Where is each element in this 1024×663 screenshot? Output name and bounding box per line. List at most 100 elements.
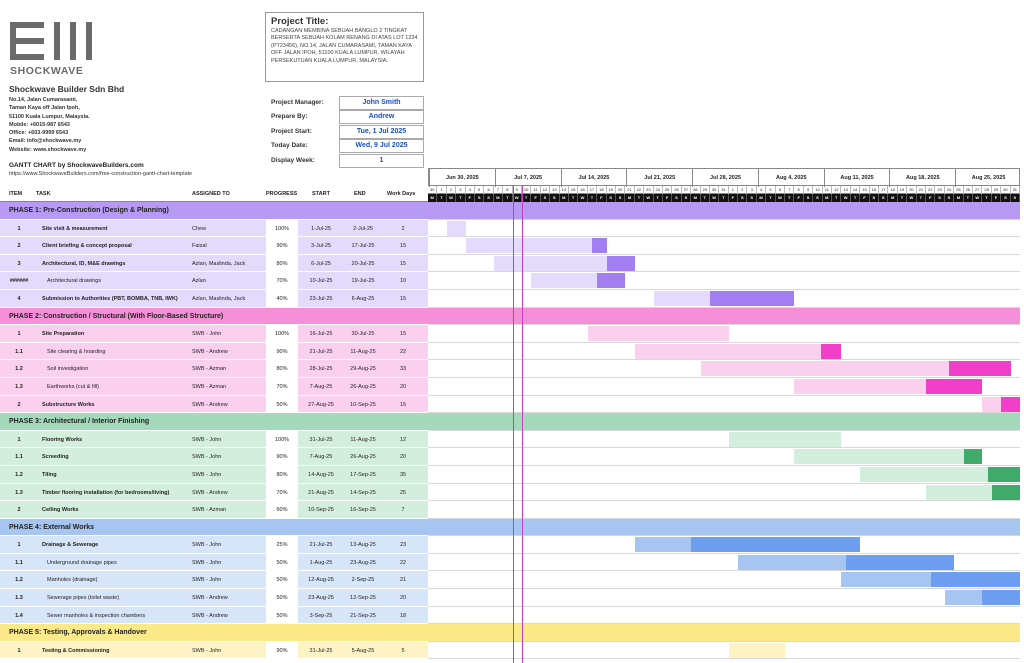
task-progress[interactable]: 100%	[266, 219, 298, 237]
gantt-bar-remaining[interactable]	[592, 238, 607, 254]
table-row[interactable]: 3 Architectural, ID, M&E drawings Azlan, M…	[0, 254, 428, 273]
gantt-bar-remaining[interactable]	[948, 361, 1011, 377]
gantt-bar-remaining[interactable]	[963, 449, 983, 465]
task-progress[interactable]: 70%	[266, 272, 298, 289]
task-assignee: SWB - John	[192, 454, 222, 461]
task-progress[interactable]: 100%	[266, 325, 298, 342]
table-row[interactable]: 2 Client briefing & concept proposal Faiza…	[0, 237, 428, 255]
gantt-bar-remaining[interactable]	[988, 466, 1020, 482]
project-title-box: Project Title: CADANGAN MEMBINA SEBUAH B…	[265, 12, 424, 82]
table-row[interactable]: 4 Submission to Authorities (PBT, BOMBA, …	[0, 289, 428, 308]
task-end: 23-Aug-25	[350, 559, 376, 566]
task-progress[interactable]: 80%	[266, 254, 298, 272]
day-number: 17	[588, 186, 598, 194]
gantt-bar-remaining[interactable]	[982, 590, 1020, 606]
gantt-bar-done[interactable]	[587, 326, 729, 342]
day-letter: S	[1011, 194, 1020, 202]
table-row[interactable]: 1 Site visit & measurement Chew 1-Jul-25 2-J…	[0, 219, 428, 238]
gantt-bar-remaining[interactable]	[930, 572, 1020, 588]
gantt-bar-done[interactable]	[728, 642, 780, 658]
task-progress[interactable]: 100%	[266, 430, 298, 448]
table-row[interactable]: 1.1 Underground drainage pipes SWB - John 1…	[0, 553, 428, 572]
gantt-bar-done[interactable]	[465, 238, 593, 254]
table-row[interactable]: 1.3 Earthworks (cut & fill) SWB - Azman 7-A…	[0, 377, 428, 396]
gantt-bar-done[interactable]	[531, 273, 598, 289]
task-item: 1.3	[15, 489, 23, 496]
today-date-field[interactable]: Wed, 9 Jul 2025	[339, 139, 424, 153]
task-progress[interactable]: 90%	[266, 342, 298, 360]
table-row[interactable]: 1.1 Site clearing & hoarding SWB - Andrew 2…	[0, 342, 428, 361]
gantt-bar-done[interactable]	[728, 431, 842, 447]
project-start-field[interactable]: Tue, 1 Jul 2025	[339, 125, 424, 139]
task-progress[interactable]: 50%	[266, 553, 298, 571]
table-row[interactable]: ###### Architectural drawings Azlan 10-Jul-…	[0, 272, 428, 290]
gantt-bar-done[interactable]	[794, 378, 927, 394]
table-row[interactable]: 1.2 Manholes (drainage) SWB - John 12-Aug-2…	[0, 571, 428, 590]
gantt-bar-done[interactable]	[653, 290, 710, 306]
task-name: Client briefing & concept proposal	[42, 243, 132, 250]
table-row[interactable]: 1.3 Timber flooring installation (for bed…	[0, 483, 428, 502]
gantt-bar-done[interactable]	[860, 466, 989, 482]
gantt-bar-done[interactable]	[794, 449, 964, 465]
project-manager-field[interactable]: John Smith	[339, 96, 424, 110]
project-title[interactable]: CADANGAN MEMBINA SEBUAH BANGLO 2 TINGKAT…	[271, 28, 418, 64]
gantt-bar-remaining[interactable]	[691, 537, 861, 553]
table-row[interactable]: 2 Substructure Works SWB - Andrew 27-Aug-25…	[0, 395, 428, 414]
gantt-bar-done[interactable]	[926, 484, 992, 500]
table-row[interactable]: 1.2 Soil investigation SWB - Azman 28-Jul-2…	[0, 360, 428, 378]
task-start: 14-Aug-25	[308, 471, 334, 478]
task-progress[interactable]: 90%	[266, 237, 298, 254]
prepare-by-field[interactable]: Andrew	[339, 110, 424, 124]
gantt-bar-done[interactable]	[634, 537, 692, 553]
table-row[interactable]: 1.2 Tiling SWB - John 14-Aug-25 17-Sep-25 35 8…	[0, 465, 428, 484]
gantt-bar-done[interactable]	[493, 255, 607, 271]
task-progress[interactable]: 70%	[266, 377, 298, 395]
task-progress[interactable]: 50%	[266, 589, 298, 606]
task-item: 1.3	[15, 383, 23, 390]
table-row[interactable]: 1.1 Screeding SWB - John 7-Aug-25 26-Aug-25 2…	[0, 448, 428, 466]
table-row[interactable]: 1 Flooring Works SWB - John 31-Jul-25 11-Aug…	[0, 430, 428, 449]
gantt-bar-remaining[interactable]	[779, 642, 786, 658]
gantt-bar-done[interactable]	[738, 554, 847, 570]
table-row[interactable]: 1 Drainage & Sewerage SWB - John 21-Jul-25 1…	[0, 536, 428, 554]
gantt-url[interactable]: https://www.ShockwaveBuilders.com/free-c…	[9, 171, 193, 177]
gantt-bar-remaining[interactable]	[709, 290, 795, 306]
gantt-bar-done[interactable]	[944, 590, 983, 606]
task-progress[interactable]: 60%	[266, 501, 298, 518]
gantt-bar-remaining[interactable]	[991, 484, 1020, 500]
gantt-bar-remaining[interactable]	[846, 554, 955, 570]
task-progress[interactable]: 90%	[266, 641, 298, 659]
table-row[interactable]: 1 Testing & Commissioning SWB - John 31-Jul…	[0, 641, 428, 660]
task-progress[interactable]: 50%	[266, 606, 298, 624]
day-number: 6	[484, 186, 494, 194]
table-row[interactable]: 1.4 Sewer manholes & inspection chambers S…	[0, 606, 428, 625]
gantt-bar-done[interactable]	[982, 396, 1002, 412]
table-row[interactable]: 1 Site Preparation SWB - John 16-Jul-25 30-J…	[0, 325, 428, 343]
task-name: Sewer manholes & inspection chambers	[47, 612, 146, 619]
table-row[interactable]: 1.3 Sewerage pipes (toilet waste) SWB - An…	[0, 589, 428, 607]
display-week-field[interactable]: 1	[339, 154, 424, 168]
gantt-bar-done[interactable]	[446, 220, 466, 236]
task-end: 11-Aug-25	[350, 348, 376, 355]
day-letter: W	[907, 194, 917, 202]
task-progress[interactable]: 80%	[266, 465, 298, 483]
task-progress[interactable]: 40%	[266, 289, 298, 307]
task-progress[interactable]: 25%	[266, 536, 298, 553]
prepare-by-row: Prepare By: Andrew	[271, 110, 424, 124]
task-progress[interactable]: 50%	[266, 395, 298, 413]
gantt-bar-remaining[interactable]	[597, 273, 626, 289]
task-progress[interactable]: 80%	[266, 360, 298, 377]
gantt-bar-remaining[interactable]	[820, 343, 842, 359]
gantt-bar-remaining[interactable]	[926, 378, 983, 394]
task-progress[interactable]: 90%	[266, 448, 298, 465]
gantt-bar-remaining[interactable]	[1001, 396, 1020, 412]
gantt-bar-done[interactable]	[841, 572, 931, 588]
week-label: Jul 21, 2025	[626, 169, 692, 187]
task-progress[interactable]: 70%	[266, 483, 298, 501]
gantt-bar-done[interactable]	[700, 361, 949, 377]
gantt-bar-done[interactable]	[634, 343, 821, 359]
table-row[interactable]: 2 Ceiling Works SWB - Azman 10-Sep-25 16-Sep…	[0, 501, 428, 519]
task-progress[interactable]: 50%	[266, 571, 298, 589]
company-address: No.14, Jalan Cumarasami, Taman Kaya off …	[9, 97, 90, 153]
gantt-bar-remaining[interactable]	[606, 255, 635, 271]
